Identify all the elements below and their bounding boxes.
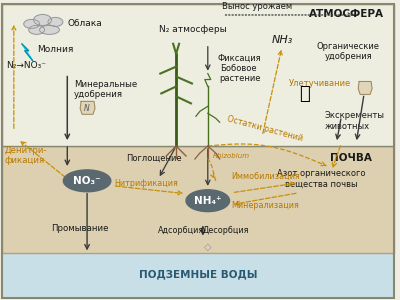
Text: N₂ атмосферы: N₂ атмосферы bbox=[159, 26, 227, 34]
Text: Вынос урожаем: Вынос урожаем bbox=[222, 2, 292, 11]
Text: NH₄⁺: NH₄⁺ bbox=[194, 196, 222, 206]
FancyBboxPatch shape bbox=[2, 253, 394, 298]
Ellipse shape bbox=[186, 190, 230, 212]
Text: ПОДЗЕМНЫЕ ВОДЫ: ПОДЗЕМНЫЕ ВОДЫ bbox=[139, 269, 257, 279]
Text: Нитрификация: Нитрификация bbox=[114, 179, 178, 188]
FancyBboxPatch shape bbox=[2, 4, 394, 146]
Text: Поглощение: Поглощение bbox=[126, 154, 182, 163]
Ellipse shape bbox=[40, 26, 59, 34]
Text: N: N bbox=[84, 104, 90, 113]
Text: Минеральные
удобрения: Минеральные удобрения bbox=[74, 80, 138, 99]
Text: Промывание: Промывание bbox=[52, 224, 109, 233]
Text: Молния: Молния bbox=[38, 45, 74, 54]
Text: ПОЧВА: ПОЧВА bbox=[330, 153, 372, 163]
Polygon shape bbox=[358, 82, 372, 94]
Text: Десорбция: Десорбция bbox=[202, 226, 249, 235]
Polygon shape bbox=[80, 101, 95, 114]
Text: 🐄: 🐄 bbox=[299, 85, 310, 103]
Text: N₂→NO₃⁻: N₂→NO₃⁻ bbox=[6, 61, 46, 70]
Text: Экскременты
животных: Экскременты животных bbox=[324, 111, 384, 131]
Text: Остатки растений: Остатки растений bbox=[226, 114, 304, 143]
Polygon shape bbox=[22, 44, 33, 61]
Text: Азот органического
вещества почвы: Азот органического вещества почвы bbox=[277, 169, 366, 188]
Ellipse shape bbox=[29, 26, 44, 34]
Text: NH₃: NH₃ bbox=[271, 35, 293, 45]
Ellipse shape bbox=[48, 17, 63, 26]
Text: Бобовое
растение: Бобовое растение bbox=[220, 64, 261, 83]
Text: Органические
удобрения: Органические удобрения bbox=[317, 42, 380, 62]
Ellipse shape bbox=[34, 14, 52, 26]
Text: Иммобилизация: Иммобилизация bbox=[231, 172, 300, 181]
Text: Денитри-
фикация: Денитри- фикация bbox=[5, 146, 48, 166]
Text: Фиксация: Фиксация bbox=[218, 54, 261, 63]
Text: Минерализация: Минерализация bbox=[231, 201, 299, 210]
Ellipse shape bbox=[24, 20, 40, 28]
Text: ◇: ◇ bbox=[204, 242, 212, 251]
Ellipse shape bbox=[63, 170, 111, 192]
Text: Адсорбция: Адсорбция bbox=[158, 226, 204, 235]
FancyBboxPatch shape bbox=[2, 146, 394, 253]
Text: Rhizobium: Rhizobium bbox=[213, 153, 250, 159]
Text: АТМОСФЕРА: АТМОСФЕРА bbox=[309, 9, 384, 19]
Text: NO₃⁻: NO₃⁻ bbox=[73, 176, 101, 186]
Text: Облака: Облака bbox=[67, 20, 102, 28]
Text: Улетучивание: Улетучивание bbox=[289, 79, 351, 88]
